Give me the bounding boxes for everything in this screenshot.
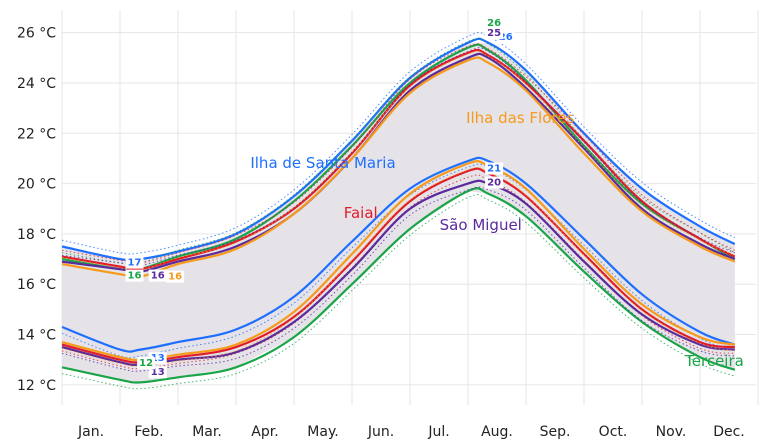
annotation-ilha-das-flores: Ilha das Flores	[466, 109, 574, 127]
x-tick-label: Oct.	[599, 424, 628, 440]
x-tick-label: Feb.	[134, 424, 163, 440]
y-tick-label: 18 °C	[17, 227, 56, 243]
data-label-text: 16	[151, 271, 165, 282]
x-tick-label: Jul.	[427, 424, 449, 440]
series-low-envelope	[61, 194, 735, 390]
series-low-line	[61, 156, 736, 353]
x-tick-label: Mar.	[192, 424, 222, 440]
series-lines	[61, 31, 736, 390]
data-label: 25	[485, 27, 504, 40]
y-tick-label: 14 °C	[17, 328, 56, 344]
y-tick-label: 16 °C	[17, 277, 56, 293]
y-tick-label: 26 °C	[17, 26, 56, 42]
data-label: 20	[485, 176, 504, 189]
data-label-text: 16	[128, 271, 142, 282]
data-label-bg	[166, 270, 185, 283]
x-tick-label: Dec.	[713, 424, 745, 440]
y-tick-label: 20 °C	[17, 177, 56, 193]
data-label-bg	[485, 17, 504, 30]
x-tick-label: Apr.	[251, 424, 278, 440]
series-high-envelope	[61, 37, 736, 265]
data-label: 17	[125, 256, 144, 269]
x-tick-label: Jun.	[367, 424, 394, 440]
series-high-envelope	[61, 47, 735, 267]
x-tick-label: Aug.	[481, 424, 513, 440]
data-label: 12	[137, 357, 156, 370]
y-tick-label: 22 °C	[17, 126, 56, 142]
data-label-bg	[485, 27, 504, 40]
series-terceira	[61, 37, 736, 390]
y-axis-ticks: 12 °C 14 °C 16 °C 18 °C 20 °C 22 °C 24 °C 26 °C	[17, 26, 56, 394]
data-label-bg	[125, 256, 144, 269]
annotation-sao-miguel: São Miguel	[440, 216, 522, 234]
x-tick-label: Jan.	[77, 424, 104, 440]
x-tick-label: Nov.	[656, 424, 687, 440]
x-tick-label: Sep.	[540, 424, 571, 440]
data-label-bg	[148, 269, 167, 282]
annotation-faial: Faial	[344, 204, 378, 222]
data-label: 16	[166, 270, 185, 283]
annotation-terceira: Terceira	[684, 352, 744, 370]
data-label: 16	[125, 269, 144, 282]
series-low-line	[61, 187, 736, 384]
data-label-text: 13	[151, 367, 165, 378]
data-label-text: 12	[139, 358, 153, 369]
data-label-text: 26	[499, 32, 513, 43]
data-label: 26	[485, 17, 504, 30]
x-axis-ticks: Jan. Feb. Mar. Apr. May. Jun. Jul. Aug. Sep. Oct.…	[77, 424, 745, 440]
data-label-bg	[125, 269, 144, 282]
data-label-text: 21	[487, 164, 501, 175]
y-tick-label: 12 °C	[17, 378, 56, 394]
series-high-line	[61, 43, 736, 272]
data-label-text: 20	[487, 178, 501, 189]
data-label-text: 26	[487, 18, 501, 29]
series-high-envelope	[61, 50, 735, 272]
data-label: 21	[485, 162, 504, 175]
annotation-ilha-de-santa-maria: Ilha de Santa Maria	[250, 154, 395, 172]
x-tick-label: May.	[307, 424, 338, 440]
data-label-bg	[137, 357, 156, 370]
data-label-bg	[485, 176, 504, 189]
data-label-text: 13	[151, 353, 165, 364]
data-label: 16	[148, 269, 167, 282]
series-annotations: Ilha de Santa Maria Faial São Miguel Ilha d…	[250, 109, 744, 370]
series-high-envelope	[61, 43, 736, 264]
data-label-text: 25	[487, 28, 501, 39]
data-label-text: 16	[168, 272, 182, 283]
series-high-line	[61, 37, 736, 262]
series-low-envelope	[61, 166, 735, 367]
y-tick-label: 24 °C	[17, 76, 56, 92]
data-label-text: 17	[128, 258, 142, 269]
series-high-line	[61, 52, 736, 274]
series-high-envelope	[61, 31, 736, 255]
series-ilha-de-santa-maria	[61, 31, 736, 359]
data-label-bg	[485, 162, 504, 175]
